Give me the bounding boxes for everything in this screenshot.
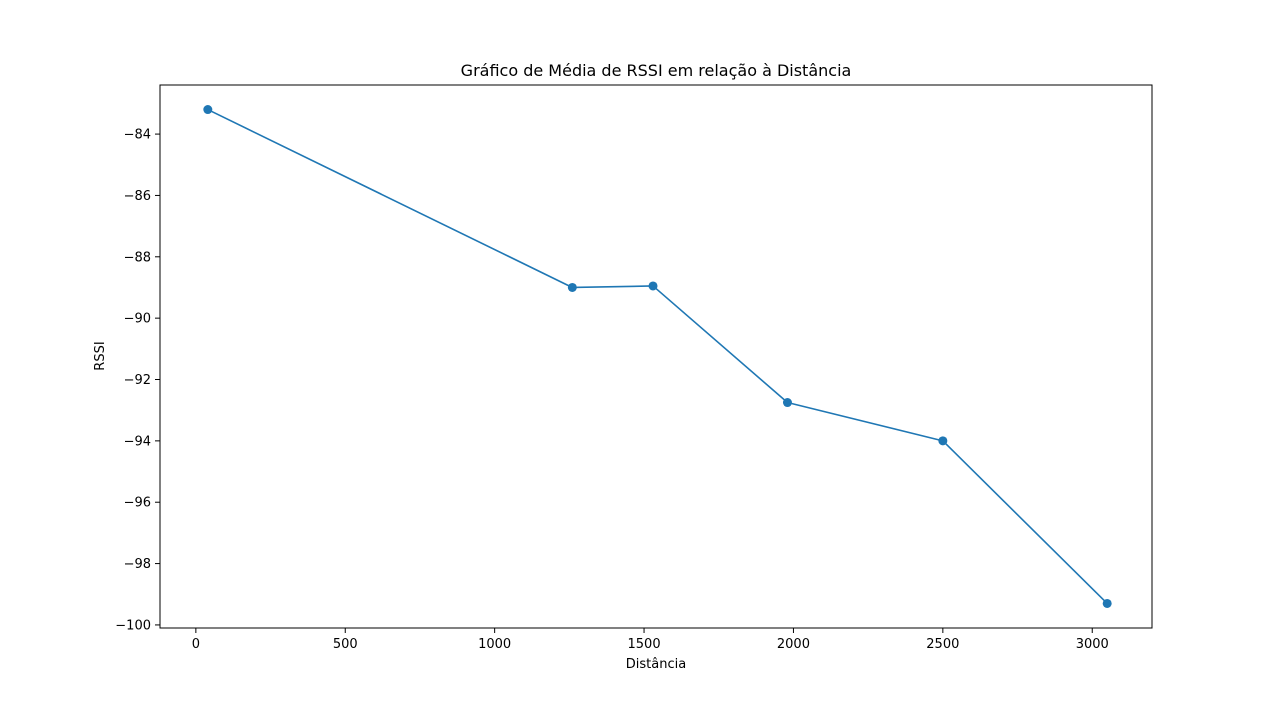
y-tick-label: −88: [124, 250, 151, 265]
data-point: [1102, 598, 1112, 608]
x-tick-label: 1500: [628, 637, 661, 652]
data-point: [203, 105, 213, 115]
y-tick-label: −96: [124, 496, 151, 511]
data-point: [567, 282, 577, 292]
x-tick-label: 500: [333, 637, 358, 652]
y-tick-label: −94: [124, 434, 151, 449]
x-tick-label: 0: [192, 637, 200, 652]
series-layer: [203, 105, 1112, 608]
x-tick-label: 3000: [1076, 637, 1109, 652]
y-tick-label: −90: [124, 312, 151, 327]
data-point: [938, 436, 948, 446]
y-tick-label: −84: [124, 128, 151, 143]
plot-frame: [159, 84, 1153, 629]
data-point: [782, 398, 792, 408]
series-line: [207, 108, 1108, 605]
x-tick-label: 2000: [777, 637, 810, 652]
y-axis-label: RSSI: [93, 341, 108, 370]
y-tick-label: −92: [124, 373, 151, 388]
y-tick-label: −98: [124, 557, 151, 572]
tick-layer: 0 500 1000 1500 2000 2500 3000 −84 −86 −88 −90 −92 −…: [115, 128, 1109, 652]
data-point: [648, 281, 658, 291]
x-axis-label: Distância: [626, 657, 686, 672]
chart-title: Gráfico de Média de RSSI em relação à Di…: [461, 61, 852, 80]
y-tick-label: −100: [115, 618, 151, 633]
x-tick-label: 2500: [926, 637, 959, 652]
x-tick-label: 1000: [478, 637, 511, 652]
y-tick-label: −86: [124, 189, 151, 204]
